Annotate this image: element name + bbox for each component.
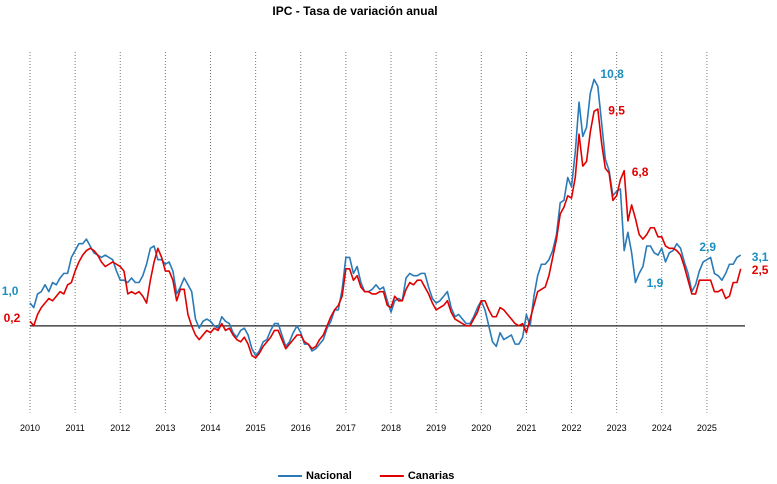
- x-tick-label: 2021: [516, 423, 536, 433]
- annotation: 1,9: [647, 276, 664, 290]
- series-line: [29, 78, 742, 357]
- x-tick-label: 2019: [426, 423, 446, 433]
- x-tick-label: 2025: [697, 423, 717, 433]
- x-tick-label: 2014: [200, 423, 220, 433]
- x-tick-label: 2010: [20, 423, 40, 433]
- x-tick-label: 2023: [607, 423, 627, 433]
- annotation: 9,5: [608, 104, 625, 118]
- annotation: 3,1: [752, 250, 769, 264]
- x-tick-label: 2020: [471, 423, 491, 433]
- annotation: 6,8: [632, 165, 649, 179]
- x-tick-label: 2012: [110, 423, 130, 433]
- annotation: 10,8: [600, 67, 624, 81]
- x-tick-label: 2024: [652, 423, 672, 433]
- annotation: 1,0: [2, 284, 19, 298]
- x-tick-label: 2013: [155, 423, 175, 433]
- x-tick-label: 2015: [246, 423, 266, 433]
- legend-label: Canarias: [408, 470, 454, 482]
- x-tick-label: 2022: [561, 423, 581, 433]
- legend-label: Nacional: [306, 470, 352, 482]
- annotation: 0,2: [4, 311, 21, 325]
- annotation: 2,5: [752, 263, 769, 277]
- x-tick-label: 2017: [336, 423, 356, 433]
- chart-title: IPC - Tasa de variación anual: [272, 4, 437, 18]
- x-tick-label: 2018: [381, 423, 401, 433]
- x-tick-label: 2011: [65, 423, 84, 433]
- annotation: 2,9: [699, 240, 716, 254]
- x-tick-label: 2016: [291, 423, 311, 433]
- series-line: [29, 108, 742, 359]
